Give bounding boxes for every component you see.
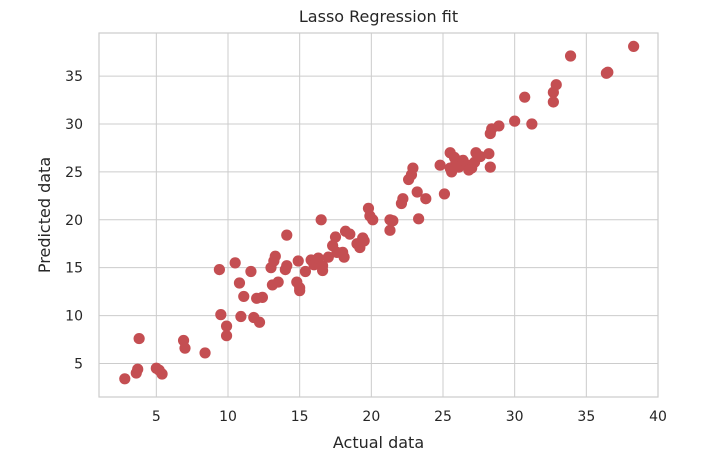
data-point bbox=[358, 235, 370, 247]
data-point bbox=[213, 264, 225, 276]
data-point bbox=[220, 320, 233, 332]
data-point bbox=[238, 290, 250, 303]
grid-lines bbox=[99, 33, 658, 397]
data-point bbox=[235, 310, 247, 323]
y-tick-label: 35 bbox=[65, 69, 83, 85]
data-point bbox=[199, 347, 211, 359]
data-point bbox=[253, 316, 266, 328]
y-tick-label: 5 bbox=[74, 356, 83, 372]
data-point bbox=[329, 231, 342, 243]
data-point bbox=[133, 332, 145, 345]
y-tick-label: 10 bbox=[65, 309, 83, 325]
x-tick-label: 30 bbox=[506, 409, 524, 425]
x-tick-label: 5 bbox=[152, 409, 161, 425]
data-point bbox=[156, 368, 168, 380]
x-tick-label: 20 bbox=[362, 409, 380, 425]
data-point bbox=[338, 251, 350, 263]
data-point bbox=[493, 120, 505, 132]
x-tick-label: 10 bbox=[219, 409, 237, 425]
x-tick-label: 15 bbox=[291, 409, 309, 425]
data-point bbox=[509, 115, 521, 127]
data-point bbox=[387, 215, 399, 227]
y-axis-ticks: 5 10 15 20 25 30 35 bbox=[65, 69, 83, 372]
data-point bbox=[215, 309, 227, 321]
data-point bbox=[233, 277, 246, 289]
data-point bbox=[397, 193, 409, 205]
data-point bbox=[344, 228, 356, 240]
data-point bbox=[220, 330, 233, 342]
data-point bbox=[413, 213, 425, 225]
data-point bbox=[407, 162, 419, 174]
data-point bbox=[179, 342, 191, 354]
data-point bbox=[281, 229, 293, 241]
data-point bbox=[484, 161, 496, 173]
x-axis-ticks: 5 10 15 20 25 30 35 40 bbox=[152, 409, 667, 425]
x-tick-label: 35 bbox=[577, 409, 595, 425]
y-tick-label: 15 bbox=[65, 261, 83, 277]
data-point bbox=[564, 50, 577, 62]
data-point bbox=[315, 214, 327, 226]
data-point bbox=[547, 96, 559, 108]
data-point bbox=[322, 251, 334, 263]
y-tick-label: 25 bbox=[65, 165, 83, 181]
chart-title: Lasso Regression fit bbox=[299, 7, 458, 26]
y-axis-label: Predicted data bbox=[35, 157, 54, 273]
y-tick-label: 20 bbox=[65, 213, 83, 229]
x-axis-label: Actual data bbox=[333, 433, 424, 452]
y-tick-label: 30 bbox=[65, 117, 83, 133]
data-point bbox=[317, 260, 329, 272]
data-point bbox=[292, 255, 304, 267]
data-point bbox=[474, 150, 486, 163]
data-point bbox=[628, 40, 640, 53]
data-point bbox=[229, 257, 241, 269]
data-point bbox=[411, 186, 423, 198]
data-points bbox=[119, 40, 640, 385]
data-point bbox=[119, 373, 131, 385]
data-point bbox=[483, 148, 495, 160]
data-point bbox=[519, 91, 531, 103]
data-point bbox=[245, 265, 257, 278]
x-tick-label: 40 bbox=[649, 409, 667, 425]
data-point bbox=[272, 276, 284, 288]
data-point bbox=[438, 188, 451, 200]
x-tick-label: 25 bbox=[434, 409, 452, 425]
data-point bbox=[526, 118, 538, 130]
data-point bbox=[434, 159, 446, 171]
data-point bbox=[384, 224, 396, 236]
data-point bbox=[269, 250, 281, 262]
data-point bbox=[420, 193, 432, 205]
data-point bbox=[602, 66, 614, 78]
data-point bbox=[299, 265, 311, 278]
data-point bbox=[256, 291, 268, 303]
data-point bbox=[550, 79, 562, 91]
plot-frame bbox=[98, 32, 659, 398]
data-point bbox=[294, 282, 306, 294]
data-point bbox=[367, 214, 379, 226]
data-point bbox=[132, 363, 144, 375]
data-point bbox=[281, 260, 293, 272]
